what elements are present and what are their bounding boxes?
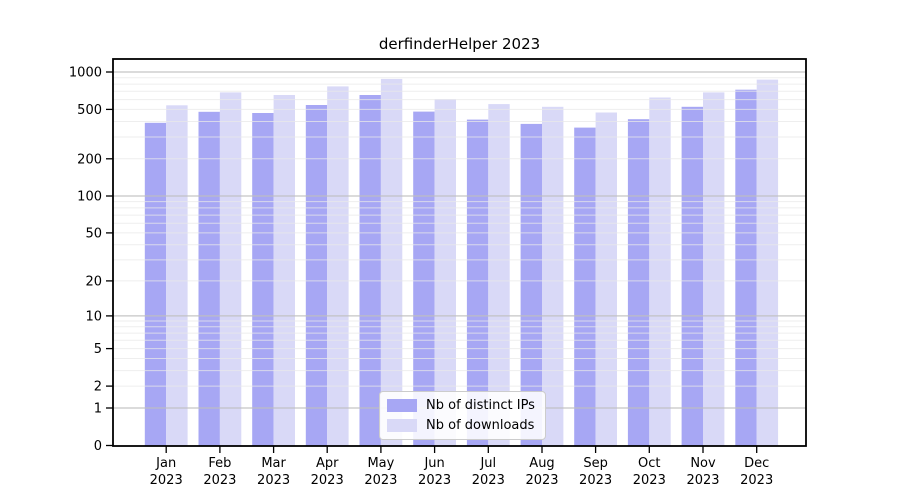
legend-item-distinct-ips: Nb of distinct IPs — [387, 398, 535, 413]
bar-distinct-ips-jun — [413, 111, 435, 446]
bar-downloads-jun — [434, 99, 456, 446]
bar-distinct-ips-sep — [574, 127, 596, 446]
x-tick-label-year: 2023 — [203, 473, 236, 488]
bar-downloads-jul — [488, 104, 510, 446]
x-tick-label-year: 2023 — [311, 473, 344, 488]
plot-frame — [112, 58, 807, 447]
y-tick-label: 200 — [77, 152, 102, 167]
y-tick-label: 100 — [77, 190, 102, 205]
x-tick-label-month: Nov — [690, 456, 716, 471]
bar-downloads-oct — [649, 97, 671, 446]
bar-downloads-jan — [166, 105, 188, 447]
x-tick-label-year: 2023 — [257, 473, 290, 488]
legend-item-downloads: Nb of downloads — [387, 418, 535, 433]
x-tick-label-month: Aug — [529, 456, 554, 471]
legend: Nb of distinct IPs Nb of downloads — [379, 391, 546, 440]
bar-downloads-may — [380, 78, 403, 447]
x-tick-label-month: Jul — [479, 456, 496, 471]
x-tick-label-month: Jan — [155, 456, 176, 471]
x-tick-label-month: Sep — [583, 456, 608, 471]
y-tick-label: 1000 — [69, 66, 102, 81]
bar-distinct-ips-apr — [305, 105, 328, 446]
x-tick-label-year: 2023 — [150, 473, 183, 488]
y-tick-label: 1 — [94, 402, 102, 417]
y-tick-label: 20 — [85, 274, 102, 289]
x-tick-label-year: 2023 — [525, 473, 558, 488]
x-tick-label-month: Feb — [208, 456, 231, 471]
bar-distinct-ips-may — [359, 95, 381, 446]
bar-downloads-apr — [327, 86, 349, 447]
x-tick-label-month: Mar — [261, 456, 286, 471]
x-tick-label-year: 2023 — [364, 473, 397, 488]
x-tick-label-month: Oct — [638, 456, 660, 471]
x-tick-label-year: 2023 — [633, 473, 666, 488]
bar-distinct-ips-aug — [520, 123, 542, 447]
y-tick-label: 5 — [94, 342, 102, 357]
x-tick-label-year: 2023 — [472, 473, 505, 488]
bar-downloads-aug — [542, 106, 564, 447]
legend-label-distinct-ips: Nb of distinct IPs — [426, 398, 535, 413]
bar-distinct-ips-jan — [144, 122, 167, 447]
x-tick-label-year: 2023 — [686, 473, 719, 488]
x-tick-label-year: 2023 — [418, 473, 451, 488]
x-tick-label-year: 2023 — [740, 473, 773, 488]
chart-title: derfinderHelper 2023 — [378, 35, 541, 53]
y-tick-label: 0 — [94, 439, 102, 454]
legend-swatch-distinct-ips — [387, 399, 417, 412]
bar-downloads-dec — [756, 79, 779, 446]
bar-distinct-ips-dec — [735, 89, 757, 446]
bar-downloads-nov — [703, 92, 725, 447]
x-tick-label-year: 2023 — [579, 473, 612, 488]
bar-downloads-mar — [273, 95, 295, 446]
y-tick-label: 50 — [85, 226, 102, 241]
bar-downloads-feb — [219, 92, 242, 447]
bar-distinct-ips-mar — [252, 113, 274, 446]
x-tick-label-month: Apr — [316, 456, 339, 471]
legend-swatch-downloads — [387, 419, 417, 432]
y-tick-label: 500 — [77, 103, 102, 118]
bar-distinct-ips-oct — [627, 119, 650, 446]
legend-label-downloads: Nb of downloads — [426, 418, 535, 433]
y-tick-label: 10 — [85, 309, 102, 324]
y-tick-label: 2 — [94, 380, 102, 395]
x-tick-label-month: May — [367, 456, 394, 471]
x-tick-label-month: Dec — [744, 456, 769, 471]
bar-downloads-sep — [595, 112, 617, 446]
x-tick-label-month: Jun — [423, 456, 444, 471]
bar-distinct-ips-feb — [198, 111, 220, 447]
bar-distinct-ips-nov — [681, 106, 703, 447]
